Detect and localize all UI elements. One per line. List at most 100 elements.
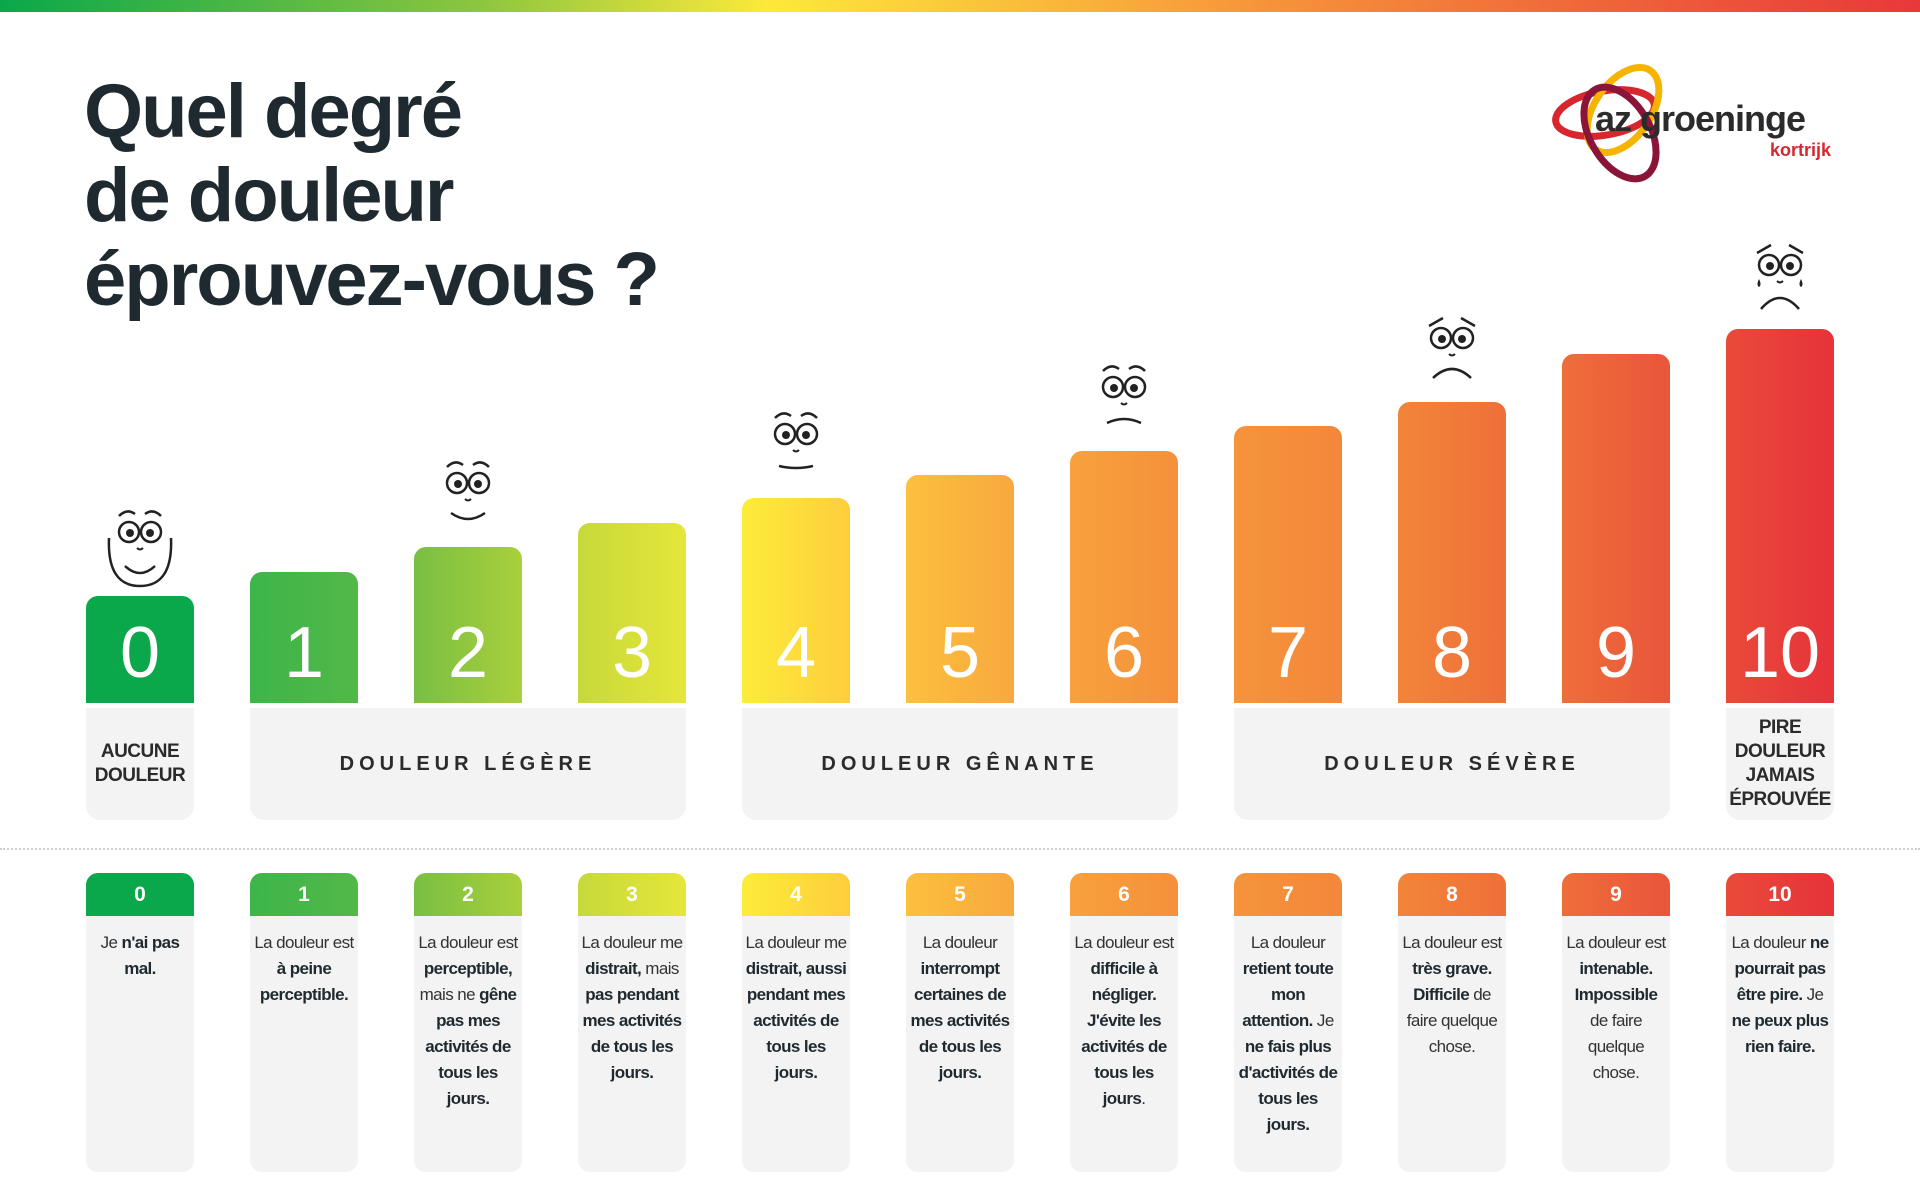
bar-number: 1 xyxy=(283,613,325,693)
description-card-0: 0 Je n'ai pas mal. xyxy=(86,873,194,1172)
description-text: La douleur me xyxy=(745,933,847,952)
description-emphasis: difficile à négliger. J'évite les activi… xyxy=(1081,959,1167,1108)
description-card-7: 7 La douleur retient toute mon attention.… xyxy=(1234,873,1342,1172)
bar-number: 10 xyxy=(1739,613,1821,693)
bar-level-0: 0 xyxy=(86,596,194,703)
description-card-10: 10 La douleur ne pourrait pas être pire. … xyxy=(1726,873,1834,1172)
description-text: La douleur xyxy=(1250,933,1326,952)
description-text: La douleur est xyxy=(418,933,518,952)
description-emphasis: gêne pas mes activités de tous les jours… xyxy=(425,985,517,1108)
card-description: La douleur me distrait, aussi pendant me… xyxy=(742,916,850,1086)
face-neutral-icon xyxy=(751,400,841,495)
bar-number: 6 xyxy=(1103,613,1145,693)
bar-level-8: 8 xyxy=(1398,402,1506,703)
description-card-6: 6 La douleur est difficile à négliger. J'… xyxy=(1070,873,1178,1172)
face-happy-icon xyxy=(95,498,185,593)
category-label: DOULEUR LÉGÈRE xyxy=(250,708,686,820)
card-level-number: 4 xyxy=(742,873,850,916)
description-emphasis: interrompt certaines de mes activités de… xyxy=(910,959,1011,1082)
bar-level-6: 6 xyxy=(1070,451,1178,703)
bar-number: 3 xyxy=(611,613,653,693)
card-level-number: 7 xyxy=(1234,873,1342,916)
category-label: PIRE DOULEUR JAMAIS ÉPROUVÉE xyxy=(1726,708,1834,820)
page-title: Quel degré de douleur éprouvez-vous ? xyxy=(84,69,660,322)
card-level-number: 9 xyxy=(1562,873,1670,916)
description-text: La douleur est xyxy=(1402,933,1502,952)
card-level-number: 1 xyxy=(250,873,358,916)
description-emphasis: distrait, xyxy=(585,959,642,978)
category-label: DOULEUR SÉVÈRE xyxy=(1234,708,1670,820)
bar-number: 7 xyxy=(1267,613,1309,693)
bar-number: 2 xyxy=(447,613,489,693)
logo-rings-icon xyxy=(1552,64,1663,183)
description-emphasis: ne fais plus d'activités de tous les jou… xyxy=(1238,1037,1338,1134)
description-text: Je xyxy=(1312,1011,1334,1030)
logo-name: az groeninge xyxy=(1595,98,1806,139)
description-text: La douleur xyxy=(1731,933,1810,952)
bar-number: 8 xyxy=(1431,613,1473,693)
description-emphasis: n'ai pas mal. xyxy=(121,933,180,978)
card-level-number: 0 xyxy=(86,873,194,916)
face-crying-icon xyxy=(1735,231,1825,326)
card-description: La douleur est intenable. Impossible de … xyxy=(1562,916,1670,1086)
description-text: La douleur est xyxy=(1074,933,1174,952)
card-level-number: 2 xyxy=(414,873,522,916)
description-text: mais xyxy=(641,959,679,978)
bar-number: 0 xyxy=(119,613,161,693)
description-emphasis: à peine perceptible. xyxy=(259,959,349,1004)
bar-level-4: 4 xyxy=(742,498,850,703)
face-sad-icon xyxy=(1407,304,1497,399)
description-text: La douleur est xyxy=(1566,933,1666,952)
bar-level-5: 5 xyxy=(906,475,1014,703)
card-level-number: 8 xyxy=(1398,873,1506,916)
card-description: La douleur interrompt certaines de mes a… xyxy=(906,916,1014,1086)
card-description: Je n'ai pas mal. xyxy=(86,916,194,982)
card-description: La douleur ne pourrait pas être pire. Je… xyxy=(1726,916,1834,1060)
card-level-number: 3 xyxy=(578,873,686,916)
description-emphasis: distrait, aussi pendant mes activités de… xyxy=(745,959,847,1082)
description-text: . xyxy=(1141,1089,1146,1108)
title-line: éprouvez-vous ? xyxy=(84,237,660,322)
description-text: mais ne xyxy=(419,985,480,1004)
top-gradient-bar xyxy=(0,0,1920,12)
description-text: de faire quelque chose. xyxy=(1587,1011,1645,1082)
description-card-9: 9 La douleur est intenable. Impossible de… xyxy=(1562,873,1670,1172)
description-text: La douleur xyxy=(922,933,998,952)
logo-subtitle: kortrijk xyxy=(1769,140,1831,160)
card-description: La douleur est perceptible, mais ne gêne… xyxy=(414,916,522,1112)
description-text: Je xyxy=(1802,985,1824,1004)
title-line: Quel degré xyxy=(84,69,463,154)
description-emphasis: très grave. Difficile xyxy=(1412,959,1492,1004)
description-emphasis: retient toute mon attention. xyxy=(1242,959,1334,1030)
card-description: La douleur retient toute mon attention. … xyxy=(1234,916,1342,1138)
description-card-2: 2 La douleur est perceptible, mais ne gên… xyxy=(414,873,522,1172)
bar-level-7: 7 xyxy=(1234,426,1342,703)
description-text: Je xyxy=(100,933,122,952)
category-label: AUCUNE DOULEUR xyxy=(86,708,194,820)
description-text: La douleur est xyxy=(254,933,354,952)
description-text: La douleur me xyxy=(581,933,683,952)
bar-level-9: 9 xyxy=(1562,354,1670,703)
description-card-5: 5 La douleur interrompt certaines de mes … xyxy=(906,873,1014,1172)
card-description: La douleur est difficile à négliger. J'é… xyxy=(1070,916,1178,1112)
dotted-divider xyxy=(0,848,1920,850)
card-level-number: 6 xyxy=(1070,873,1178,916)
description-emphasis: pas pendant mes activités de tous les jo… xyxy=(582,985,683,1082)
card-level-number: 5 xyxy=(906,873,1014,916)
description-card-4: 4 La douleur me distrait, aussi pendant m… xyxy=(742,873,850,1172)
description-emphasis: intenable. Impossible xyxy=(1574,959,1658,1004)
description-emphasis: perceptible, xyxy=(423,959,513,978)
card-description: La douleur me distrait, mais pas pendant… xyxy=(578,916,686,1086)
description-emphasis: ne peux plus rien faire. xyxy=(1731,1011,1829,1056)
bar-number: 9 xyxy=(1595,613,1637,693)
description-emphasis: ne pourrait pas être pire. xyxy=(1734,933,1829,1004)
description-card-8: 8 La douleur est très grave. Difficile de… xyxy=(1398,873,1506,1172)
card-level-number: 10 xyxy=(1726,873,1834,916)
description-card-1: 1 La douleur est à peine perceptible. xyxy=(250,873,358,1172)
face-smile-icon xyxy=(423,449,513,544)
card-description: La douleur est à peine perceptible. xyxy=(250,916,358,1008)
description-text: de faire quelque chose. xyxy=(1406,985,1498,1056)
bar-level-1: 1 xyxy=(250,572,358,703)
bar-level-10: 10 xyxy=(1726,329,1834,703)
card-description: La douleur est très grave. Difficile de … xyxy=(1398,916,1506,1060)
